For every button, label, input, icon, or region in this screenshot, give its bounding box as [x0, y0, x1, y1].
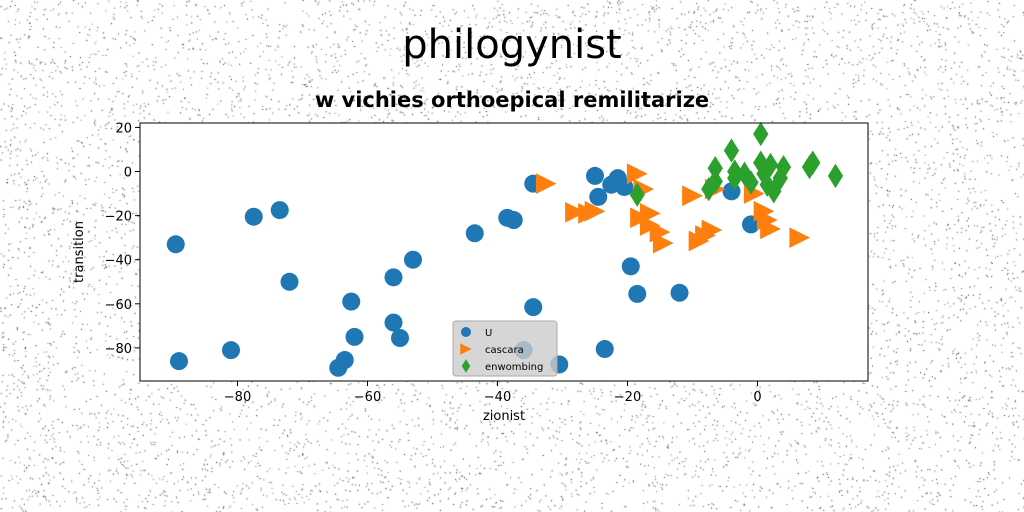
data-point	[805, 150, 821, 175]
data-point	[335, 351, 354, 370]
chart-subtitle: w vichies orthoepical remilitarize	[314, 88, 710, 112]
legend-label: cascara	[485, 345, 524, 356]
data-point	[589, 187, 608, 206]
data-point	[621, 257, 640, 276]
data-point	[524, 298, 543, 317]
data-point	[166, 235, 185, 254]
data-point	[723, 138, 740, 163]
y-tick-label: −40	[105, 254, 132, 269]
x-tick-label: −20	[614, 390, 641, 405]
x-axis-ticks: −80 −60 −40 −20 0	[224, 381, 762, 405]
data-point	[628, 284, 647, 303]
legend-marker	[461, 327, 471, 337]
data-point	[743, 170, 759, 195]
series-cascara	[535, 163, 811, 254]
x-tick-label: −40	[484, 390, 511, 405]
data-point	[342, 292, 361, 311]
x-tick-label: −60	[354, 390, 381, 405]
data-point	[760, 218, 781, 240]
legend-marker	[460, 343, 472, 355]
legend-marker	[461, 359, 471, 373]
data-point	[270, 201, 289, 220]
x-tick-label: 0	[753, 390, 761, 405]
legend-box	[452, 320, 558, 377]
data-point	[753, 121, 769, 147]
series-enwombing	[629, 121, 844, 207]
data-point	[670, 283, 689, 302]
data-point	[626, 163, 648, 185]
x-tick-label: −80	[224, 390, 251, 405]
data-point	[244, 207, 263, 226]
y-tick-label: −20	[105, 210, 132, 225]
data-point	[565, 201, 586, 223]
data-point	[682, 185, 703, 207]
data-point	[789, 227, 811, 249]
data-point	[652, 232, 674, 254]
x-axis-label: zionist	[483, 409, 525, 424]
data-marks	[166, 121, 844, 377]
y-tick-label: −80	[105, 342, 132, 357]
series-U	[166, 166, 760, 377]
data-point	[629, 182, 645, 207]
data-point	[222, 341, 240, 360]
data-point	[345, 327, 364, 346]
data-point	[762, 152, 779, 178]
data-point	[707, 169, 723, 194]
y-tick-label: 20	[115, 121, 132, 136]
data-point	[827, 163, 844, 189]
data-point	[504, 211, 523, 230]
data-point	[595, 340, 614, 359]
y-axis-label: transition	[72, 221, 87, 283]
data-point	[775, 154, 792, 180]
y-tick-label: 0	[124, 166, 132, 181]
data-point	[404, 250, 422, 269]
legend-label: enwombing	[485, 362, 543, 373]
data-point	[384, 313, 403, 332]
data-point	[465, 224, 484, 243]
legend-label: U	[485, 328, 492, 339]
data-point	[584, 200, 606, 222]
data-point	[391, 329, 409, 347]
data-point	[701, 219, 723, 241]
data-point	[736, 161, 753, 186]
data-point	[384, 268, 403, 287]
y-tick-label: −60	[105, 298, 132, 313]
data-point	[586, 166, 604, 185]
data-point	[766, 179, 782, 204]
data-point	[535, 173, 557, 194]
chart-title: philogynist	[402, 22, 622, 68]
axes-frame	[139, 122, 869, 382]
y-axis-ticks: 20 0 −20 −40 −60 −80	[105, 121, 140, 357]
data-point	[170, 352, 188, 371]
data-point	[280, 272, 299, 291]
data-point	[707, 156, 723, 181]
